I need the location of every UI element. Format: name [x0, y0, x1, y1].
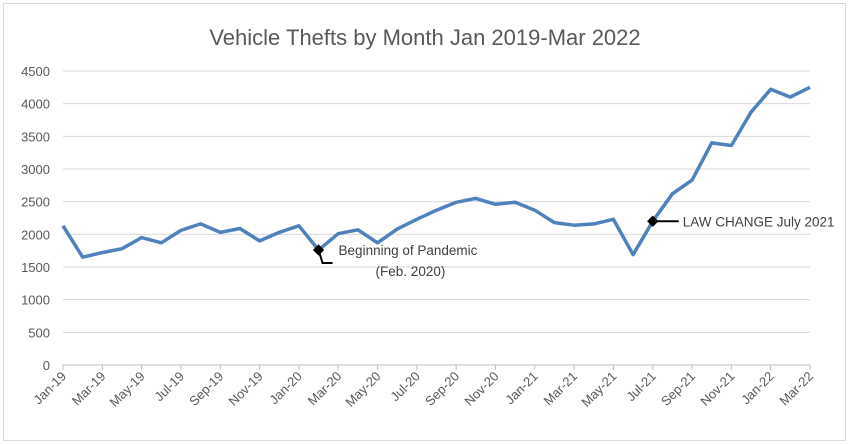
y-tick-label: 3000	[21, 162, 50, 177]
x-tick-label: Sep-19	[186, 369, 226, 409]
x-tick-label: Nov-21	[697, 369, 737, 409]
chart-title: Vehicle Thefts by Month Jan 2019-Mar 202…	[209, 25, 640, 50]
x-tick-label: Jul-20	[387, 369, 423, 405]
y-tick-label: 0	[43, 358, 50, 373]
x-tick-label: Jan-22	[738, 369, 777, 408]
x-tick-label: Jan-20	[266, 369, 305, 408]
y-tick-label: 2000	[21, 227, 50, 242]
y-tick-label: 4500	[21, 64, 50, 79]
x-tick-label: Mar-19	[69, 369, 109, 409]
x-tick-label: Sep-20	[422, 369, 462, 409]
annotation-law-change: LAW CHANGE July 2021	[683, 214, 835, 229]
x-tick-label: Nov-19	[225, 369, 265, 409]
x-tick-label: Mar-21	[540, 369, 580, 409]
x-tick-label: May-20	[342, 369, 383, 410]
y-tick-label: 2500	[21, 195, 50, 210]
y-tick-label: 1500	[21, 260, 50, 275]
annotation-pandemic: Beginning of Pandemic	[339, 243, 478, 258]
x-tick-label: Jan-19	[30, 369, 69, 408]
x-tick-label: Sep-21	[658, 369, 698, 409]
x-tick-label: Jul-21	[623, 369, 659, 405]
x-tick-label: Nov-20	[461, 369, 501, 409]
annotation-pandemic-date: (Feb. 2020)	[376, 264, 446, 279]
x-tick-label: Mar-22	[776, 369, 816, 409]
series-line	[61, 85, 811, 259]
annotation-leader	[317, 249, 333, 265]
chart-frame	[3, 3, 846, 441]
x-tick-label: Jan-21	[502, 369, 541, 408]
x-tick-label: May-19	[106, 369, 147, 410]
y-tick-label: 3500	[21, 129, 50, 144]
x-tick-label: May-21	[578, 369, 619, 410]
y-tick-label: 500	[28, 325, 50, 340]
y-tick-label: 4000	[21, 97, 50, 112]
x-tick-label: Jul-19	[151, 369, 187, 405]
x-tick-label: Mar-20	[305, 369, 345, 409]
y-tick-label: 1000	[21, 293, 50, 308]
